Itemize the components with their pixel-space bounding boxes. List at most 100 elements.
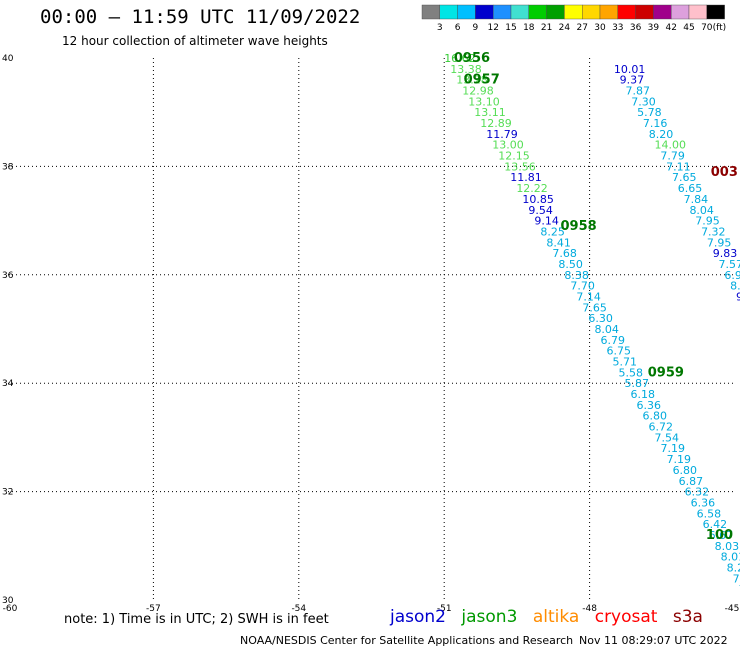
page-subtitle: 12 hour collection of altimeter wave hei… — [62, 34, 328, 48]
swh-value-label: 8.50 — [558, 258, 583, 271]
swh-value-label: 6.36 — [637, 399, 662, 412]
swh-value-label: 13.10 — [468, 95, 500, 108]
swh-value-label: 8.20 — [649, 128, 674, 141]
swh-value-label: 6.67 — [709, 529, 734, 542]
swh-value-label: 7.11 — [666, 160, 691, 173]
mission-jason3: jason3 — [461, 607, 518, 627]
swh-value-label: 9.14 — [534, 215, 559, 228]
color-scale-box — [688, 4, 707, 20]
color-scale-label: 6 — [455, 23, 461, 33]
color-scale-box — [475, 4, 494, 20]
color-scale-box — [564, 4, 583, 20]
mission-legend: jason2 jason3 altika cryosat s3a — [390, 607, 713, 627]
swh-value-label: 7.95 — [707, 236, 732, 249]
swh-value-label: 6.75 — [606, 345, 631, 358]
swh-value-label: 12.89 — [480, 117, 512, 130]
swh-value-label: 7.19 — [667, 453, 692, 466]
axis-labels: -60 -57 -54 -51 -48 -45 30 32 34 36 38 40 — [2, 54, 739, 614]
swh-value-label: 6.97 — [724, 269, 740, 282]
swh-value-label: 13.11 — [474, 106, 506, 119]
swh-value-label: 7.58 — [733, 572, 740, 585]
color-scale-legend: 3 6 9 12 15 18 21 24 27 30 33 36 39 42 45 70 (ft) — [421, 4, 726, 33]
color-scale-label: 30 — [594, 23, 606, 33]
swh-value-label: 9.4 — [736, 290, 740, 303]
color-scale-box — [599, 4, 618, 20]
swh-value-label: 5.71 — [612, 356, 637, 369]
swh-value-label: 6.36 — [691, 496, 716, 509]
color-scale-box — [546, 4, 565, 20]
color-scale-box — [510, 4, 529, 20]
track-time-label: 100 — [706, 528, 733, 543]
swh-value-label: 12.15 — [498, 150, 530, 163]
swh-value-label: 7.19 — [661, 442, 686, 455]
color-scale-box — [582, 4, 601, 20]
footer-credit: NOAA/NESDIS Center for Satellite Applica… — [240, 634, 574, 647]
color-scale-box — [439, 4, 458, 20]
swh-value-label: 6.65 — [678, 182, 703, 195]
swh-value-label: 6.30 — [588, 312, 613, 325]
y-tick-label: 34 — [2, 379, 14, 389]
track-time-label: 0959 — [648, 365, 684, 380]
track-time-label: 0956 — [454, 51, 490, 66]
swh-value-label: 8.03 — [715, 540, 740, 553]
footer-note: note: 1) Time is in UTC; 2) SWH is in fe… — [64, 612, 329, 627]
swh-value-label: 6.79 — [600, 334, 625, 347]
swh-value-label: 7.70 — [570, 280, 595, 293]
grid-lines — [8, 58, 735, 600]
swh-value-label: 5.58 — [618, 366, 643, 379]
swh-value-label: 9.83 — [713, 247, 738, 260]
x-tick-label: -48 — [582, 604, 597, 614]
swh-value-label: 8.04 — [594, 323, 619, 336]
swh-value-label: 8.25 — [540, 225, 565, 238]
color-scale-label: 3 — [437, 23, 443, 33]
x-tick-label: -51 — [437, 604, 452, 614]
y-tick-label: 36 — [2, 271, 14, 281]
swh-value-label: 6.18 — [631, 388, 656, 401]
color-scale-label: 9 — [473, 23, 479, 33]
swh-value-label: 6.32 — [685, 486, 710, 499]
swh-value-label: 7.95 — [695, 215, 720, 228]
color-scale-box — [635, 4, 654, 20]
color-scale-label: 15 — [505, 23, 516, 33]
swh-value-label: 5.87 — [624, 377, 649, 390]
swh-value-label: 7.87 — [625, 85, 650, 98]
color-scale-label: 42 — [665, 23, 676, 33]
swh-value-label: 11.79 — [486, 128, 517, 141]
swh-series: 16.6213.3813.2812.9813.1013.1112.8911.79… — [444, 52, 740, 596]
color-scale-box — [457, 4, 476, 20]
swh-value-label: 10.85 — [522, 193, 554, 206]
color-scale-box — [671, 4, 690, 20]
swh-value-label: 9.37 — [620, 74, 645, 87]
swh-value-label: 6.42 — [703, 518, 728, 531]
swh-value-label: 7.65 — [672, 171, 697, 184]
swh-value-label: 11.81 — [510, 171, 542, 184]
swh-value-label: 9.54 — [528, 204, 553, 217]
swh-value-label: 5.78 — [637, 106, 662, 119]
track-time-label: 003 — [711, 165, 738, 180]
swh-value-label: 8.41 — [546, 236, 571, 249]
y-tick-label: 32 — [2, 488, 13, 498]
swh-value-label: 13.56 — [504, 160, 536, 173]
swh-value-label: 7.84 — [684, 193, 709, 206]
color-scale-boxes — [421, 4, 725, 20]
swh-value-label: 7.16 — [643, 117, 668, 130]
swh-value-label: 10.01 — [614, 63, 646, 76]
y-tick-label: 40 — [2, 54, 14, 64]
color-scale-label: 39 — [648, 23, 660, 33]
x-tick-label: -45 — [725, 604, 740, 614]
color-scale-label: 24 — [559, 23, 571, 33]
color-scale-label: 33 — [612, 23, 623, 33]
swh-value-label: 8.20 — [727, 561, 740, 574]
mission-jason2: jason2 — [390, 607, 446, 627]
color-scale-label: 27 — [576, 23, 587, 33]
color-scale-box — [706, 4, 725, 20]
swh-value-label: 7.68 — [552, 247, 577, 260]
swh-value-label: 6.80 — [643, 410, 668, 423]
swh-value-label: 12.22 — [516, 182, 548, 195]
y-tick-label: 38 — [2, 162, 14, 172]
color-scale-box — [617, 4, 636, 20]
color-scale-labels: 3 6 9 12 15 18 21 24 27 30 33 36 39 42 45 70 (ft) — [437, 23, 726, 33]
color-scale-label: 36 — [630, 23, 642, 33]
swh-value-label: 7.79 — [660, 150, 685, 163]
